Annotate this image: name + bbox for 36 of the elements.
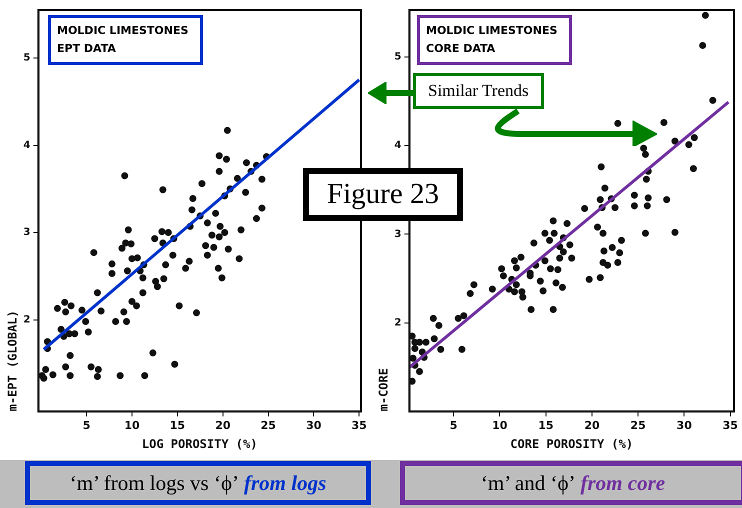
y-tick-label: 5 [394,52,402,63]
text: from core [580,470,666,496]
y-tick-label: 3 [23,227,30,238]
x-tick-label: 20 [215,418,231,432]
x-tick-label: 25 [630,418,646,432]
x-tick-label: 30 [306,418,322,432]
y-tick-label: 5 [23,52,30,64]
x-tick-label: 5 [82,418,90,432]
text: MOLDIC LIMESTONES [57,23,188,39]
y-tick-label: 4 [23,140,30,151]
y-tick-label: 2 [394,317,402,328]
x-tick-label: 15 [538,418,554,432]
x-tick-label: 35 [722,418,738,432]
y-tick-label: 3 [394,228,402,240]
x-tick-label: 25 [260,418,276,432]
x-tick-label: 35 [352,418,367,432]
x-tick-label: 20 [584,418,600,432]
x-tick-label: 10 [124,418,140,432]
text: from logs [244,470,326,496]
text: MOLDIC LIMESTONES [426,23,558,39]
x-axis-title: CORE POROSITY (%) [510,436,634,451]
x-tick-label: 5 [450,418,458,432]
text: EPT DATA [57,41,117,57]
x-tick-label: 10 [492,418,508,432]
y-tick-label: 4 [394,140,402,152]
x-axis-title: LOG POROSITY (%) [142,436,258,451]
x-tick-label: 15 [170,418,186,432]
text: CORE DATA [426,41,496,57]
y-axis-title: m-CORE [376,368,390,412]
y-axis-title: m-EPT (GLOBAL) [5,310,20,412]
annotation: Figure 23 [303,168,463,221]
x-tick-label: 30 [676,418,692,432]
y-tick-label: 2 [23,314,30,326]
text: ‘m’ and ‘ϕ’ [480,470,576,496]
text: ‘m’ from logs vs ‘ϕ’ [70,470,240,496]
annotation: Similar Trends [413,73,544,109]
